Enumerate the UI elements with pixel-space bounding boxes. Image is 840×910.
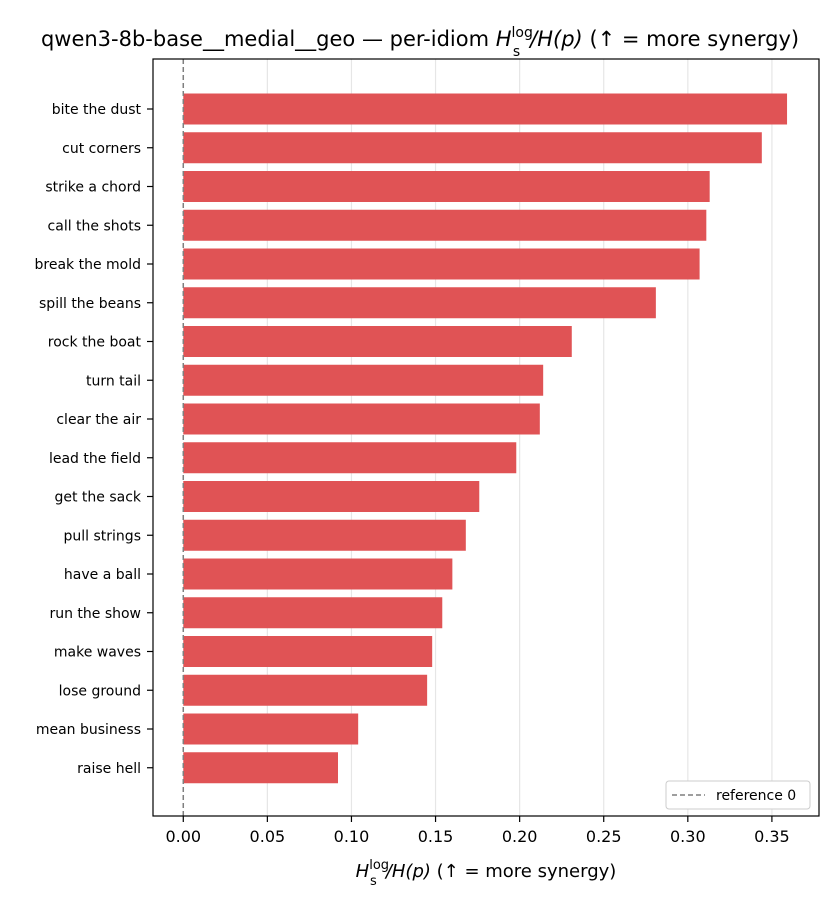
y-tick-label: lead the field bbox=[49, 451, 141, 467]
y-tick-label: raise hell bbox=[77, 761, 141, 777]
bar bbox=[183, 326, 572, 357]
plot-frame bbox=[152, 58, 820, 817]
bar bbox=[183, 287, 656, 319]
y-tick-label: lose ground bbox=[59, 683, 141, 699]
bar bbox=[183, 209, 707, 241]
bar bbox=[183, 519, 466, 551]
bar bbox=[183, 752, 338, 784]
bar bbox=[183, 674, 428, 706]
y-tick-label: spill the beans bbox=[39, 296, 141, 312]
x-tick-label: 0.25 bbox=[586, 827, 622, 846]
legend-label: reference 0 bbox=[716, 788, 796, 804]
bar bbox=[183, 364, 544, 396]
legend-box bbox=[665, 780, 811, 810]
y-tick-label: bite the dust bbox=[52, 102, 142, 118]
bar bbox=[183, 481, 480, 512]
bars bbox=[183, 93, 788, 784]
x-tick-label: 0.15 bbox=[418, 827, 454, 846]
x-tick-label: 0.20 bbox=[502, 827, 538, 846]
x-tick-label: 0.30 bbox=[670, 827, 706, 846]
y-tick-label: have a ball bbox=[64, 567, 141, 583]
bar bbox=[183, 248, 700, 280]
x-tick-label: 0.05 bbox=[250, 827, 286, 846]
y-tick-label: turn tail bbox=[86, 373, 141, 389]
y-tick-label: cut corners bbox=[62, 141, 141, 157]
y-axis: bite the dust cut corners strike a chord ca… bbox=[35, 102, 153, 777]
bar bbox=[183, 713, 359, 745]
y-tick-label: get the sack bbox=[54, 490, 141, 506]
y-tick-label: run the show bbox=[49, 606, 141, 622]
bar bbox=[183, 171, 710, 202]
x-tick-label: 0.00 bbox=[165, 827, 201, 846]
x-tick-label: 0.35 bbox=[754, 827, 790, 846]
chart-title: qwen3-8b-base__medial__geo — per-idiom H… bbox=[41, 25, 799, 60]
y-tick-label: call the shots bbox=[48, 218, 141, 234]
y-tick-label: strike a chord bbox=[45, 180, 141, 196]
y-tick-label: break the mold bbox=[35, 257, 142, 273]
y-tick-label: clear the air bbox=[56, 412, 141, 428]
bar bbox=[183, 597, 443, 629]
bar bbox=[183, 93, 788, 125]
x-tick-label: 0.10 bbox=[334, 827, 370, 846]
y-tick-label: pull strings bbox=[64, 528, 141, 544]
y-tick-label: rock the boat bbox=[48, 335, 142, 351]
bar bbox=[183, 403, 540, 435]
bar bbox=[183, 558, 453, 590]
y-tick-label: mean business bbox=[36, 722, 141, 738]
bar bbox=[183, 636, 433, 667]
bar bbox=[183, 132, 762, 164]
x-axis-label: Hlog s/H(p) (↑ = more synergy) bbox=[356, 858, 617, 889]
y-tick-label: make waves bbox=[54, 645, 141, 661]
x-axis: 0.00 0.05 0.10 0.15 0.20 0.25 0.30 0.35 bbox=[165, 816, 790, 846]
bar bbox=[183, 442, 517, 474]
legend: reference 0 bbox=[665, 780, 811, 810]
